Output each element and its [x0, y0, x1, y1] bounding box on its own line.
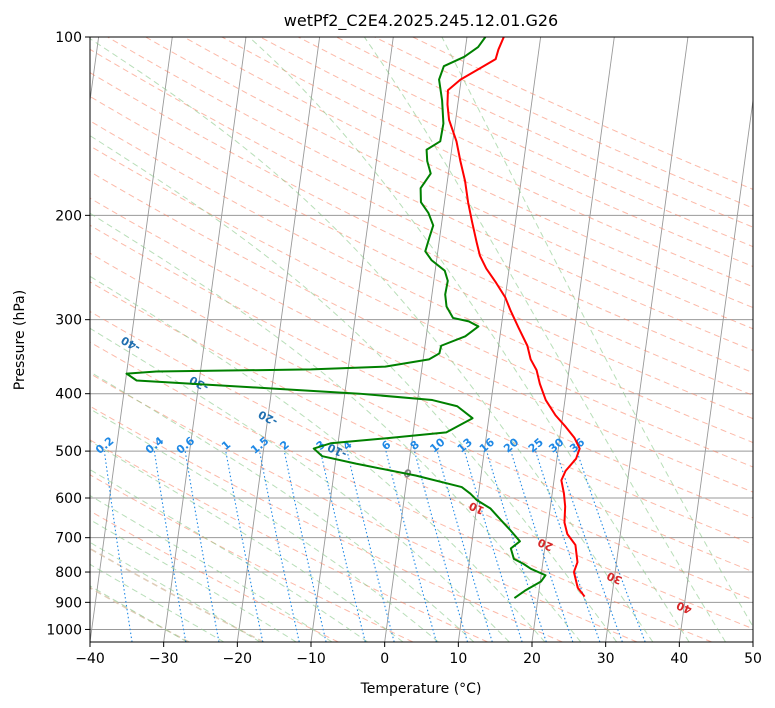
mixing-ratio-line	[510, 450, 574, 642]
y-tick-label: 600	[55, 491, 82, 507]
mixing-ratio-line	[103, 451, 133, 642]
x-tick-label: −30	[149, 651, 179, 667]
background-lines	[90, 37, 753, 642]
dry-adiabat-line	[90, 95, 753, 420]
mixing-ratio-line	[576, 450, 646, 642]
moist-adiabat-line	[248, 37, 690, 642]
dry-adiabat-line	[90, 439, 488, 642]
x-axis-ticks: −40 −30 −20 −10 0 10 20 30 40 50	[75, 642, 762, 667]
moist-adiabat-line	[90, 469, 368, 642]
dry-adiabat-line	[90, 341, 712, 642]
x-tick-label: 40	[670, 651, 688, 667]
isotherm-line	[163, 37, 247, 642]
y-tick-label: 200	[55, 208, 82, 224]
y-axis-label: Pressure (hPa)	[12, 290, 28, 390]
plot-frame	[89, 36, 754, 643]
x-axis-label: Temperature (°C)	[360, 681, 482, 697]
dewpoint-profile-line	[125, 37, 547, 599]
isotherm-line	[90, 37, 173, 642]
y-tick-label: 1000	[46, 622, 82, 638]
dry-adiabat-line	[90, 224, 753, 545]
y-tick-label: 800	[55, 565, 82, 581]
dry-adiabat-line	[336, 37, 753, 228]
mixing-ratio-line	[535, 450, 601, 642]
mixing-ratio-line	[555, 450, 623, 642]
isotherm-line	[384, 37, 468, 642]
dry-adiabat-label: 40	[674, 598, 693, 616]
mixing-ratio-line	[385, 450, 437, 642]
y-tick-label: 100	[55, 30, 82, 46]
mixing-ratio-line	[436, 450, 493, 642]
y-tick-label: 400	[55, 387, 82, 403]
dry-adiabat-line	[90, 197, 753, 519]
dry-adiabat-line	[298, 37, 753, 248]
moist-adiabat-line	[90, 371, 475, 642]
isotherm-line	[605, 37, 689, 642]
mixing-ratio-line	[464, 450, 523, 642]
dry-adiabat-line	[374, 37, 753, 209]
isotherm-line	[531, 37, 615, 642]
moist-adiabat-line	[441, 37, 753, 628]
x-tick-label: 20	[523, 651, 541, 667]
y-tick-label: 300	[55, 313, 82, 329]
mixing-ratio-line	[153, 451, 187, 642]
mixing-ratio-line	[225, 451, 264, 642]
dry-adiabat-line	[90, 281, 753, 601]
dry-adiabat-label: 30	[605, 569, 624, 587]
moist-adiabat-line	[90, 135, 618, 642]
x-tick-label: 50	[744, 651, 762, 667]
y-tick-label: 500	[55, 444, 82, 460]
mixing-ratio-line	[319, 450, 366, 642]
isotherm-line	[457, 37, 542, 642]
mixing-ratio-line	[184, 451, 220, 642]
mixing-ratio-line	[258, 450, 300, 642]
mixing-ratio-line	[486, 450, 547, 642]
dry-adiabat-line	[259, 37, 753, 268]
moist-adiabat-line	[90, 327, 510, 642]
x-tick-label: −40	[75, 651, 105, 667]
dry-adiabat-label: 20	[535, 535, 555, 553]
temperature-profile-line	[446, 37, 586, 598]
x-tick-label: 0	[380, 651, 389, 667]
dry-adiabat-line	[221, 37, 753, 288]
mixing-ratio-line	[346, 450, 395, 642]
profiles	[125, 37, 586, 599]
dry-adiabat-line	[145, 37, 753, 330]
dry-adiabat-line	[107, 37, 753, 352]
moist-adiabat-line	[90, 212, 582, 642]
moist-adiabat-line	[90, 275, 546, 642]
x-tick-label: 10	[449, 651, 467, 667]
dry-adiabat-line	[90, 120, 753, 444]
x-tick-label: 30	[597, 651, 615, 667]
mixing-ratio-line	[283, 450, 327, 642]
isotherm-line	[236, 37, 321, 642]
mixing-ratio-line	[413, 450, 469, 642]
moist-adiabat-line	[363, 37, 726, 642]
x-tick-label: −10	[296, 651, 326, 667]
dry-adiabat-line	[90, 48, 753, 374]
dry-adiabat-line	[90, 171, 753, 493]
dry-adiabat-line	[90, 72, 753, 396]
dry-adiabat-line	[90, 405, 563, 642]
dry-adiabat-line	[90, 252, 753, 573]
dry-adiabat-line	[412, 37, 753, 190]
moist-adiabat-line	[90, 38, 654, 642]
moist-adiabat-line	[90, 440, 404, 642]
y-axis-ticks: 100 200 300 400 500 600 700 800 900 1000	[46, 30, 90, 638]
x-tick-label: −20	[223, 651, 253, 667]
y-tick-label: 700	[55, 531, 82, 547]
y-tick-label: 900	[55, 595, 82, 611]
chart-title: wetPf2_C2E4.2025.245.12.01.G26	[284, 11, 558, 31]
dry-adiabat-line	[90, 310, 753, 630]
dry-adiabat-line	[183, 37, 753, 309]
isotherm-line	[678, 97, 753, 642]
